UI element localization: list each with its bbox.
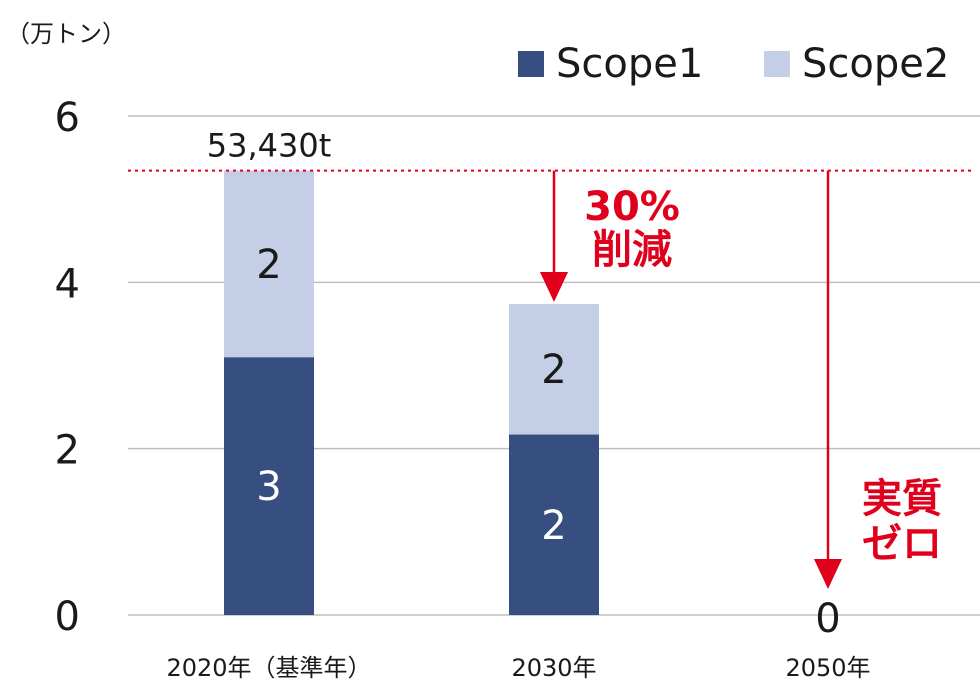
annotation-net-zero-line1: 実質	[862, 476, 942, 522]
legend-swatch-scope1	[518, 51, 544, 77]
total-label: 53,430t	[207, 127, 332, 165]
annotation-reduction-line1: 30%	[584, 184, 680, 230]
legend-swatch-scope2	[764, 51, 790, 77]
annotation-reduction-line2: 削減	[592, 227, 672, 273]
x-tick-label-1: 2030年	[511, 654, 596, 682]
legend-label-scope2: Scope2	[802, 41, 950, 87]
y-tick-label-0: 0	[55, 594, 80, 640]
y-tick-label-2: 2	[55, 428, 80, 474]
data-label-scope2-0: 2	[256, 242, 281, 288]
unit-label: （万トン）	[6, 20, 126, 48]
reduction-arrow-head	[540, 271, 568, 302]
data-label-scope1-1: 2	[541, 503, 566, 549]
annotation-net-zero-line2: ゼロ	[862, 521, 942, 567]
bar-scope1-1	[509, 434, 599, 615]
legend-item-scope2: Scope2	[764, 40, 949, 88]
x-tick-label-0: 2020年（基準年）	[166, 654, 371, 682]
zero-value-label: 0	[815, 596, 840, 642]
y-tick-label-4: 4	[55, 261, 80, 307]
data-label-scope2-1: 2	[541, 347, 566, 393]
data-label-scope1-0: 3	[256, 464, 281, 510]
net-zero-arrow-head	[814, 559, 842, 589]
y-tick-label-6: 6	[55, 95, 80, 141]
bar-scope2-0	[224, 170, 314, 358]
bar-scope2-1	[509, 303, 599, 435]
legend-label-scope1: Scope1	[556, 41, 704, 87]
x-tick-label-2: 2050年	[785, 654, 870, 682]
bar-scope1-0	[224, 357, 314, 615]
legend-item-scope1: Scope1	[518, 40, 703, 88]
